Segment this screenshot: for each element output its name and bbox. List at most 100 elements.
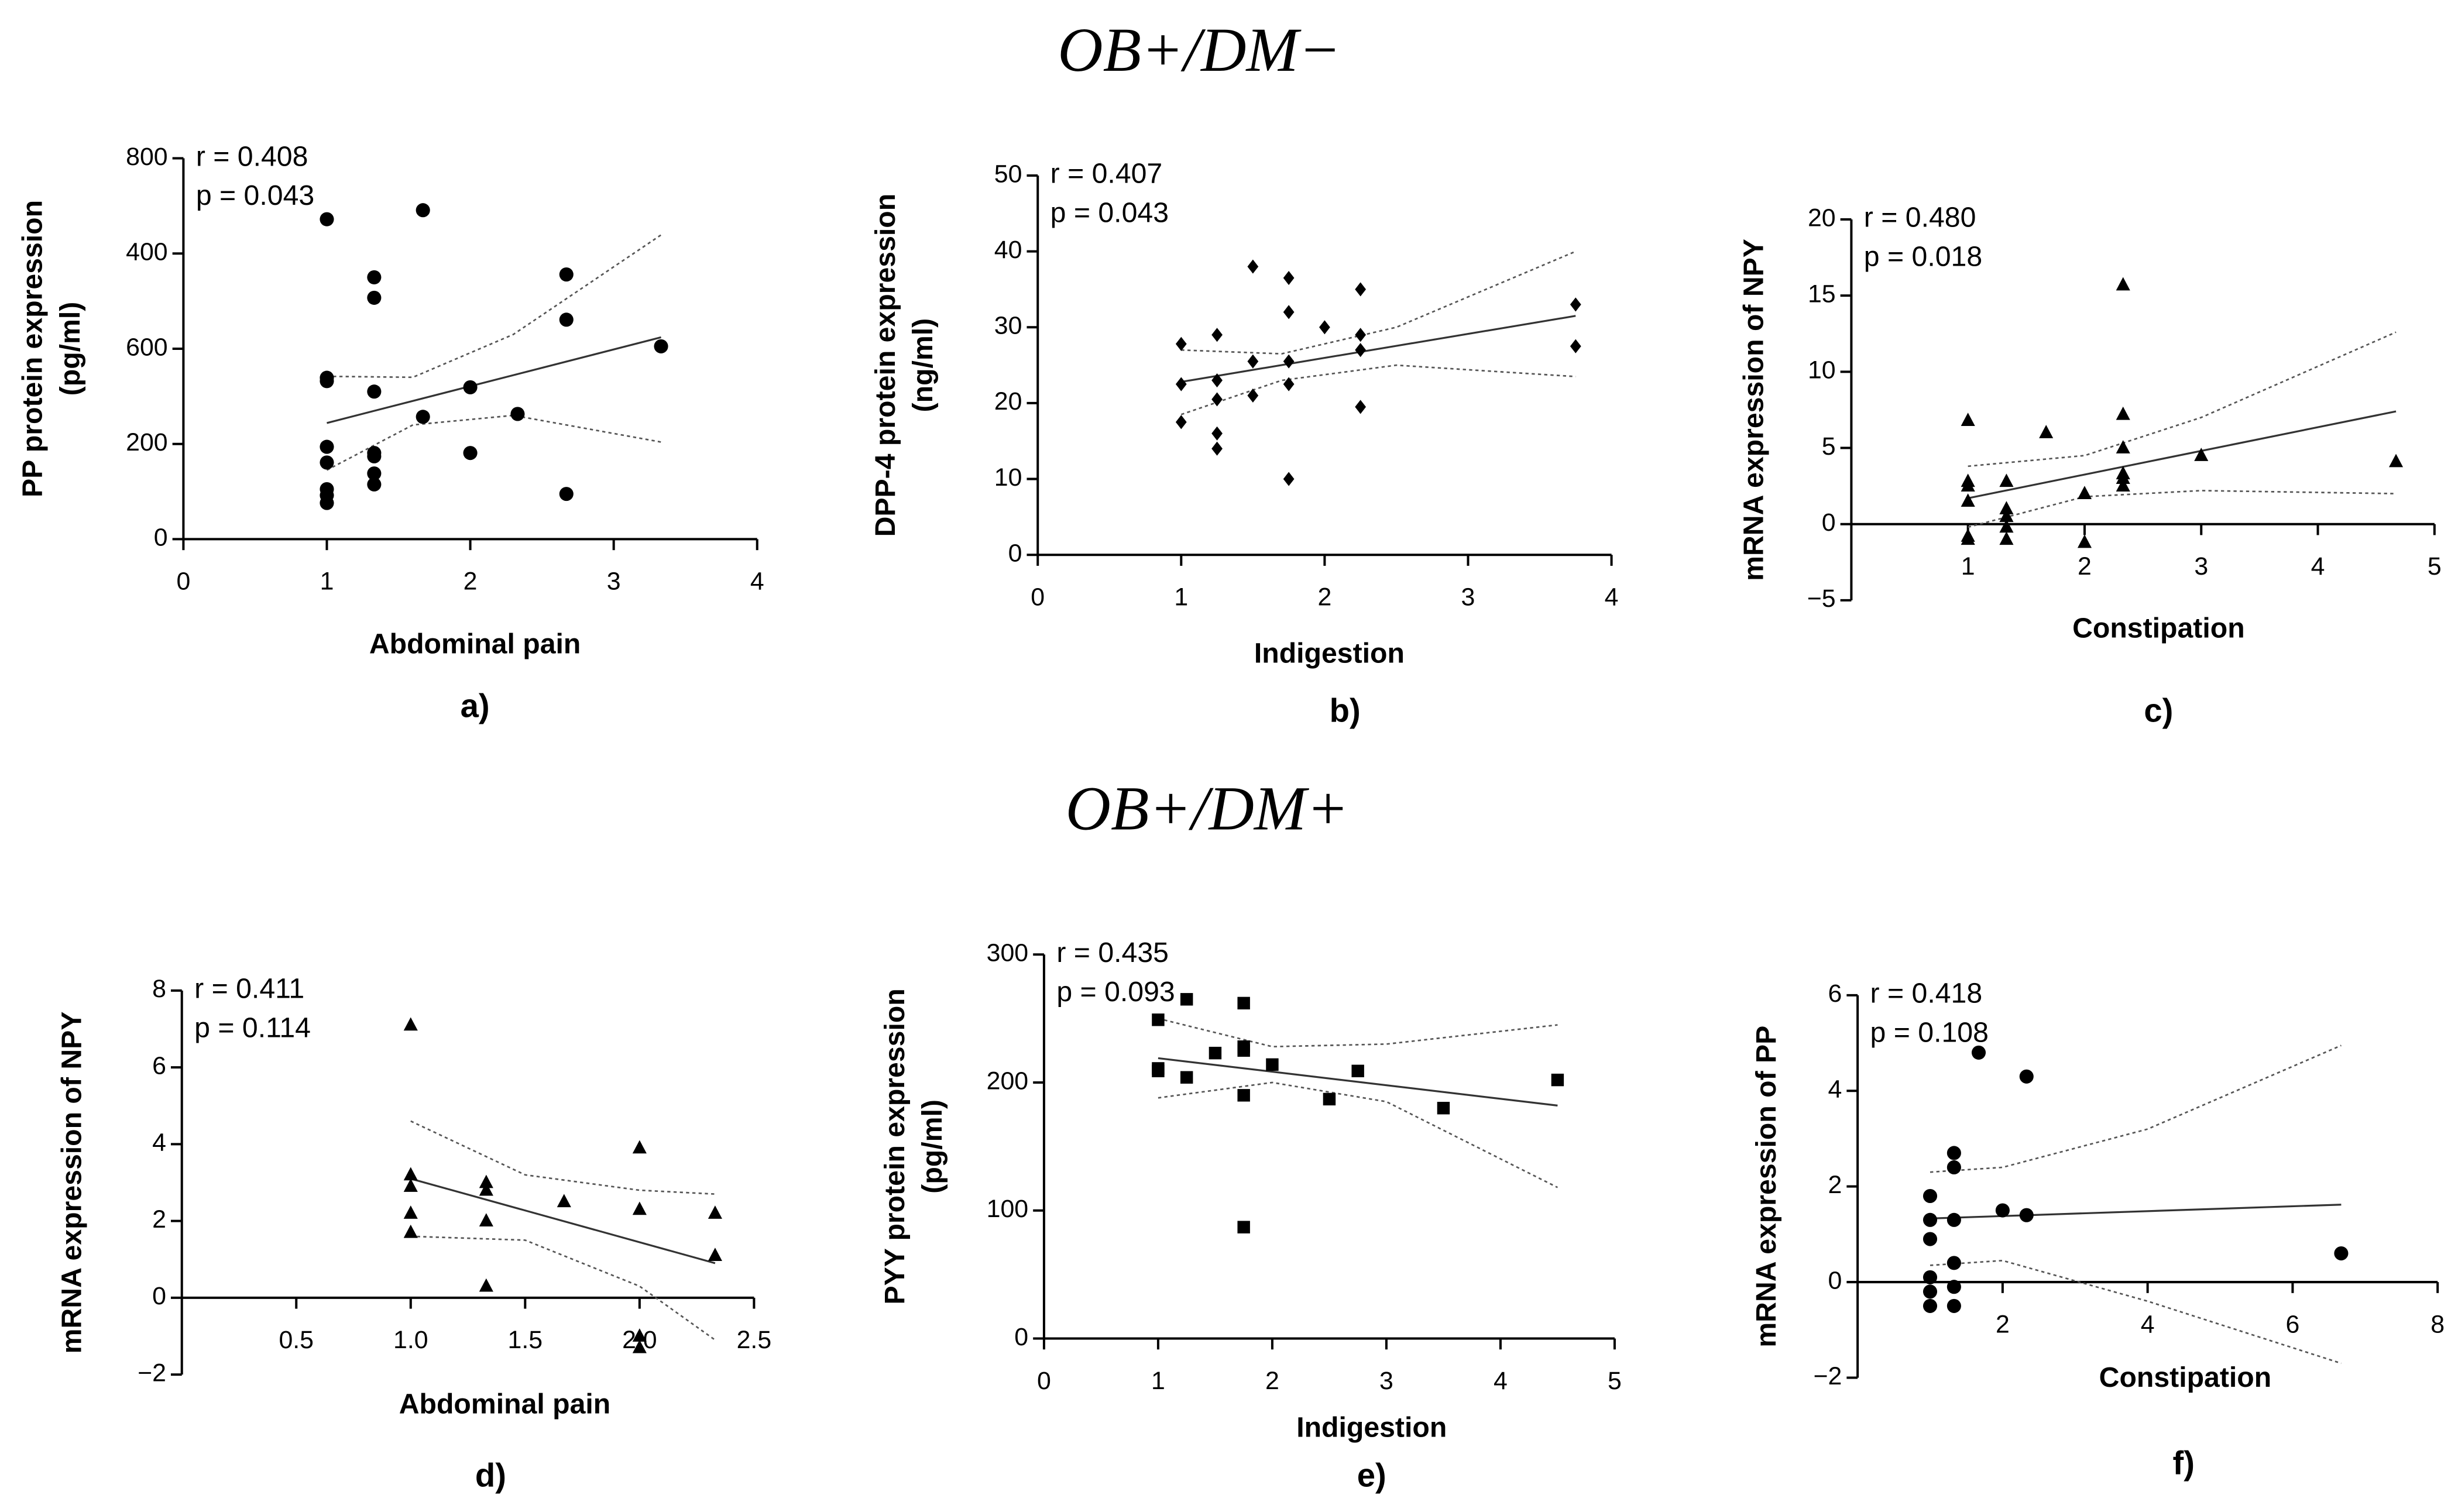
annotation: r = 0.407 xyxy=(1051,158,1163,190)
point xyxy=(403,1017,418,1031)
point xyxy=(2077,486,2092,500)
x-tick-label: 1 xyxy=(1151,1367,1165,1395)
point xyxy=(1999,531,2014,545)
point xyxy=(367,384,382,399)
point xyxy=(403,1167,418,1181)
point xyxy=(557,1194,571,1208)
y-tick-label: 2 xyxy=(1828,1171,1842,1199)
y-tick-label: 400 xyxy=(126,238,167,266)
y-tick-label: 10 xyxy=(1808,356,1836,384)
point xyxy=(367,449,382,463)
point xyxy=(320,496,334,510)
group-heading: OB+/DM+ xyxy=(1066,774,1349,843)
point xyxy=(1247,388,1259,403)
point xyxy=(416,203,430,218)
point xyxy=(1923,1284,1938,1299)
annotation: r = 0.480 xyxy=(1864,202,1976,233)
y-tick-label: 15 xyxy=(1808,280,1836,308)
point xyxy=(403,1178,418,1192)
point xyxy=(479,1174,493,1188)
point xyxy=(367,270,382,284)
point xyxy=(320,455,334,470)
point xyxy=(367,477,382,492)
group-heading: OB+/DM− xyxy=(1058,16,1341,85)
x-tick-label: 2 xyxy=(464,568,478,596)
annotation: p = 0.043 xyxy=(196,180,314,211)
y-axis-label: DPP-4 protein expression xyxy=(870,194,901,537)
point xyxy=(367,290,382,305)
point xyxy=(1237,1089,1250,1102)
y-tick-label: −5 xyxy=(1807,585,1836,613)
point xyxy=(559,312,574,327)
point xyxy=(1175,415,1187,429)
y-axis-label: (pg/ml) xyxy=(916,1099,948,1194)
point xyxy=(1923,1188,1938,1204)
panel-label: c) xyxy=(2144,692,2173,729)
y-axis-label: (pg/ml) xyxy=(54,302,86,396)
fit-line xyxy=(1158,1057,1558,1106)
x-tick-label: 4 xyxy=(750,568,764,596)
point xyxy=(1351,1064,1364,1078)
x-tick-label: 1 xyxy=(1961,552,1975,580)
x-axis-label: Abdominal pain xyxy=(399,1388,611,1420)
point xyxy=(1971,1045,1986,1060)
x-tick-label: 3 xyxy=(1461,583,1475,611)
point xyxy=(1237,1221,1250,1233)
point xyxy=(463,380,478,394)
annotation: r = 0.418 xyxy=(1870,978,1983,1009)
point xyxy=(320,374,334,389)
confidence-band-upper xyxy=(410,1120,715,1195)
point xyxy=(1211,426,1223,441)
x-tick-label: 1 xyxy=(320,568,334,596)
y-tick-label: 0 xyxy=(1822,508,1836,537)
point xyxy=(1923,1232,1938,1246)
y-tick-label: 200 xyxy=(126,428,167,456)
y-tick-label: 20 xyxy=(994,387,1022,415)
x-tick-label: 8 xyxy=(2430,1310,2445,1338)
x-axis-label: Indigestion xyxy=(1296,1412,1447,1444)
x-tick-label: 2 xyxy=(1317,583,1331,611)
point xyxy=(1355,282,1367,297)
x-tick-label: 3 xyxy=(2194,552,2208,580)
x-tick-label: 1.5 xyxy=(508,1326,543,1354)
point xyxy=(1947,1298,1961,1313)
x-tick-label: 0 xyxy=(1031,583,1045,611)
confidence-band-lower xyxy=(1968,490,2397,528)
point xyxy=(510,407,525,421)
point xyxy=(1283,354,1295,369)
point xyxy=(1283,472,1295,486)
y-tick-label: 200 xyxy=(987,1067,1028,1095)
x-tick-label: 2 xyxy=(1996,1310,2010,1338)
point xyxy=(1961,478,1975,492)
point xyxy=(1180,1071,1193,1084)
y-tick-label: 0 xyxy=(1008,539,1022,568)
point xyxy=(708,1248,722,1262)
point xyxy=(1355,400,1367,414)
point xyxy=(2039,425,2054,438)
fit-line xyxy=(1968,410,2397,500)
annotation: p = 0.043 xyxy=(1051,197,1169,229)
x-tick-label: 2 xyxy=(1265,1367,1279,1395)
point xyxy=(2116,406,2130,420)
point xyxy=(1947,1256,1961,1270)
point xyxy=(1355,328,1367,342)
y-tick-label: 0 xyxy=(1014,1323,1028,1351)
point xyxy=(320,212,334,226)
annotation: p = 0.108 xyxy=(1870,1017,1989,1049)
x-tick-label: 0 xyxy=(176,568,190,596)
point xyxy=(2334,1246,2349,1261)
x-tick-label: 0.5 xyxy=(279,1326,314,1354)
x-tick-label: 5 xyxy=(2428,552,2442,580)
confidence-band-upper xyxy=(327,234,662,379)
y-tick-label: 0 xyxy=(152,1282,166,1310)
point xyxy=(479,1278,493,1292)
y-tick-label: 5 xyxy=(1822,432,1836,461)
point xyxy=(1437,1102,1450,1115)
y-tick-label: 4 xyxy=(152,1129,166,1157)
x-tick-label: 4 xyxy=(2311,552,2325,580)
panel-label: e) xyxy=(1357,1457,1386,1494)
point xyxy=(1570,339,1581,353)
point xyxy=(1923,1270,1938,1284)
point xyxy=(1947,1146,1961,1160)
